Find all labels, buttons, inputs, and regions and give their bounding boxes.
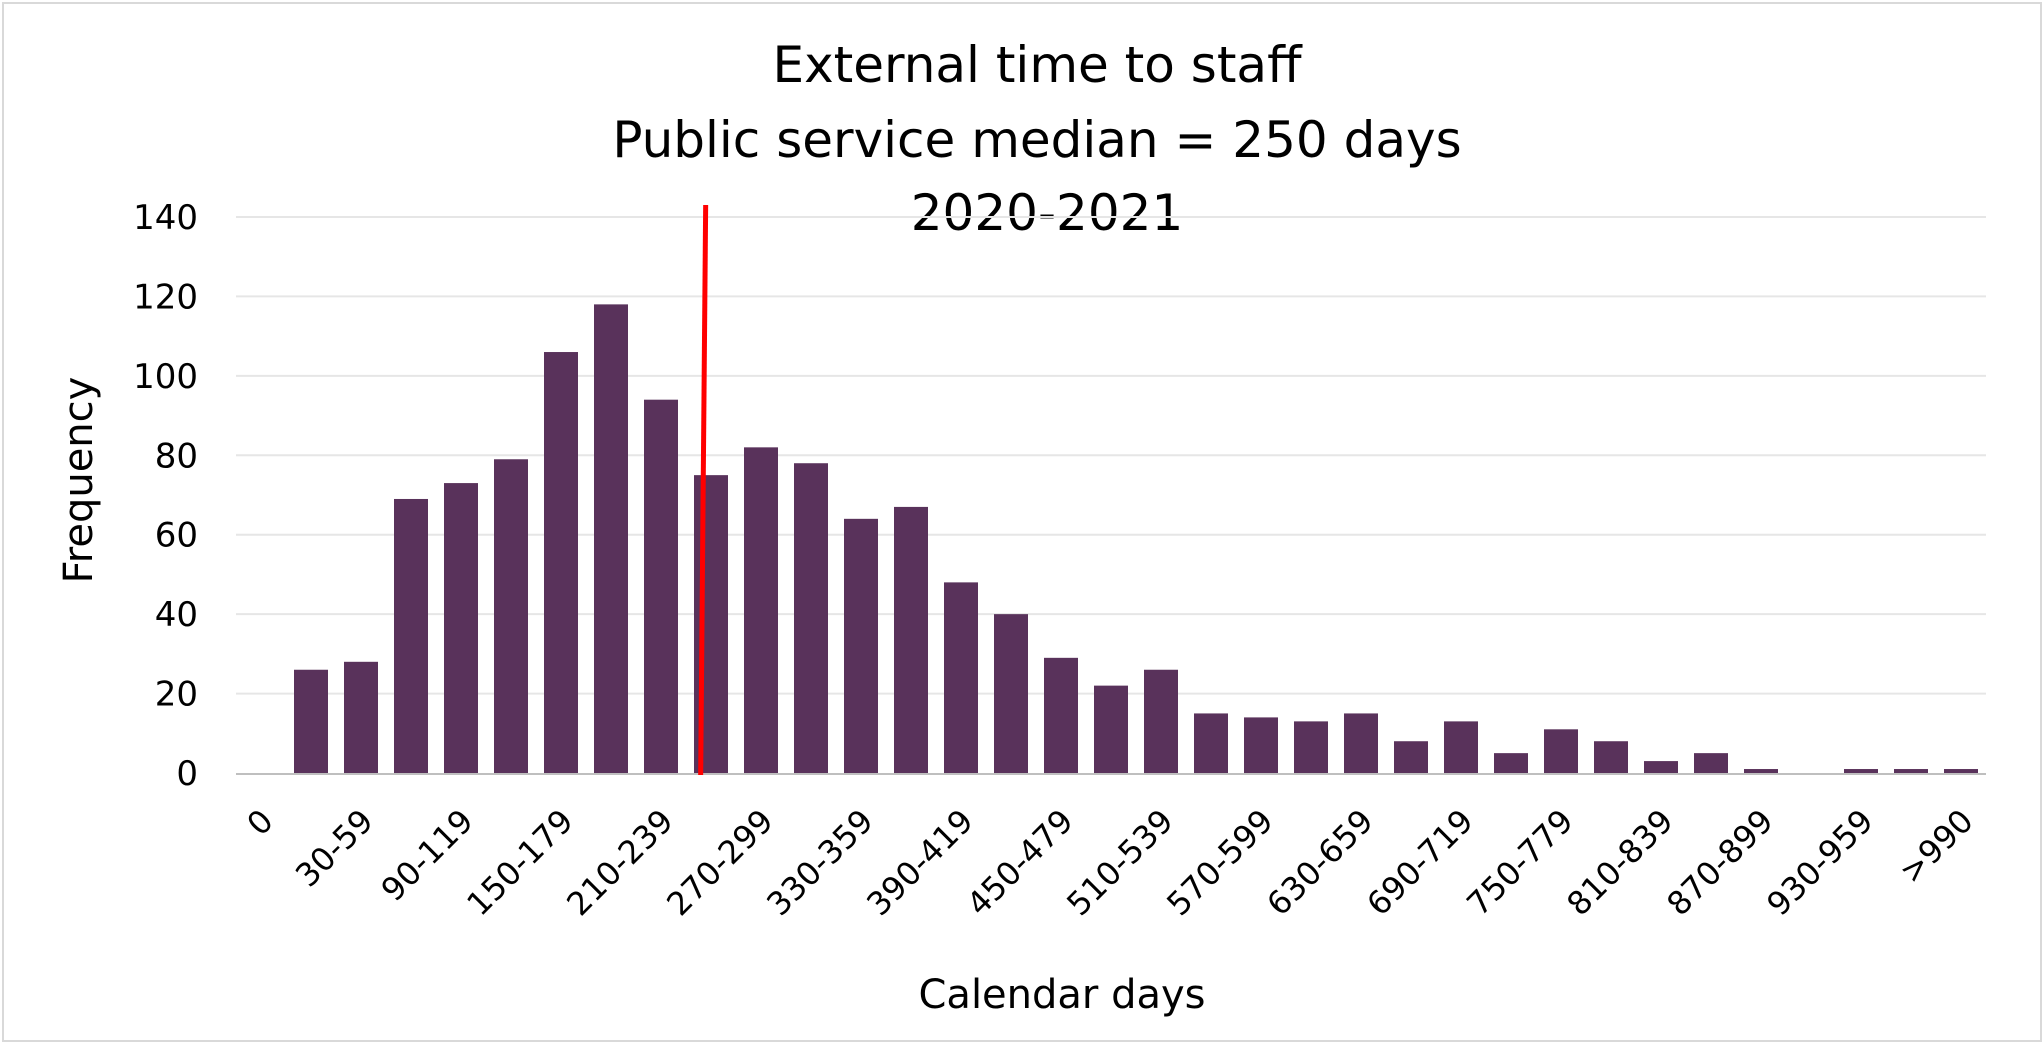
x-tick-label-450-479: 450-479	[959, 802, 1080, 923]
x-tick-label-150-179: 150-179	[459, 802, 580, 923]
x-tick-label-750-779: 750-779	[1459, 802, 1580, 923]
bar-480-509	[1094, 685, 1128, 773]
bar-300-329	[794, 463, 828, 773]
bar-540-569	[1194, 713, 1228, 773]
bar-150-179	[544, 352, 578, 773]
y-axis-title: Frequency	[56, 377, 102, 584]
y-tick-label-120: 120	[133, 277, 198, 317]
x-axis-title: Calendar days	[919, 972, 1206, 1018]
bar-90-119	[444, 483, 478, 773]
bars	[294, 304, 1978, 773]
bar->990	[1944, 769, 1978, 773]
bar-930-959	[1844, 769, 1878, 773]
bar-870-899	[1744, 769, 1778, 773]
y-tick-label-80: 80	[155, 436, 198, 476]
y-tick-label-140: 140	[133, 198, 198, 238]
x-tick-label-390-419: 390-419	[859, 802, 980, 923]
bar-510-539	[1144, 669, 1178, 773]
bar-390-419	[944, 582, 978, 773]
x-tick-label-930-959: 930-959	[1759, 802, 1880, 923]
bar-330-359	[844, 518, 878, 773]
x-tick-label-270-299: 270-299	[659, 802, 780, 923]
bar-570-599	[1244, 717, 1278, 773]
chart-title-line-3: 2020-2021	[911, 184, 1184, 242]
chart-title-line-2: Public service median = 250 days	[612, 111, 1461, 169]
bar-780-809	[1594, 741, 1628, 773]
bar-810-839	[1644, 761, 1678, 773]
bar-750-779	[1544, 729, 1578, 773]
bar-30-59	[344, 661, 378, 773]
y-tick-label-40: 40	[155, 595, 198, 635]
bar-720-749	[1494, 753, 1528, 773]
x-tick-label-870-899: 870-899	[1659, 802, 1780, 923]
bar-600-629	[1294, 721, 1328, 773]
y-tick-label-20: 20	[155, 675, 198, 715]
bar-0-29	[294, 669, 328, 773]
median-line	[698, 204, 709, 776]
x-tick-label-690-719: 690-719	[1359, 802, 1480, 923]
bar-120-149	[494, 459, 528, 773]
chart-title-line-1: External time to staff	[772, 36, 1303, 94]
y-tick-label-60: 60	[155, 516, 198, 556]
chart-title: External time to staff Public service me…	[612, 36, 1461, 242]
bar-840-869	[1694, 753, 1728, 773]
bar-420-449	[994, 614, 1028, 773]
x-tick-label-510-539: 510-539	[1059, 802, 1180, 923]
x-tick-label-30-59: 30-59	[288, 802, 381, 895]
bar-960-989	[1894, 769, 1928, 773]
bar-60-89	[394, 498, 428, 773]
x-tick-label-210-239: 210-239	[559, 802, 680, 923]
x-tick-label-570-599: 570-599	[1159, 802, 1280, 923]
bar-270-299	[744, 447, 778, 773]
x-tick-label->990: >990	[1892, 802, 1981, 891]
y-axis-ticks: 0 20 40 60 80 100 120 140	[133, 198, 198, 794]
bar-690-719	[1444, 721, 1478, 773]
median-marker	[698, 204, 709, 776]
bar-630-659	[1344, 713, 1378, 773]
bar-360-389	[894, 506, 928, 773]
x-tick-label-630-659: 630-659	[1259, 802, 1380, 923]
bar-180-209	[594, 304, 628, 773]
y-tick-label-100: 100	[133, 357, 198, 397]
chart-svg: External time to staff Public service me…	[56, 36, 1986, 1018]
bar-660-689	[1394, 741, 1428, 773]
x-tick-label-330-359: 330-359	[759, 802, 880, 923]
x-tick-label-0: 0	[239, 802, 280, 843]
y-tick-label-0: 0	[176, 754, 198, 794]
bar-210-239	[644, 399, 678, 773]
bar-450-479	[1044, 657, 1078, 773]
x-tick-label-810-839: 810-839	[1559, 802, 1680, 923]
x-axis-category-labels: 0 30-5990-119150-179210-239270-299330-359…	[239, 802, 1980, 923]
